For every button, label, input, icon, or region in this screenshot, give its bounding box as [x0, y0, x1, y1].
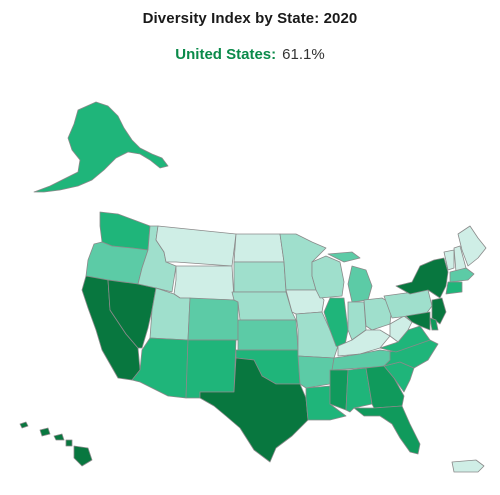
- state-fl[interactable]: [353, 405, 421, 455]
- state-nd[interactable]: [233, 233, 285, 263]
- state-sd[interactable]: [233, 261, 287, 293]
- state-nc[interactable]: [383, 339, 439, 369]
- state-md[interactable]: [405, 311, 431, 331]
- state-wy[interactable]: [173, 265, 235, 301]
- national-value: 61.1%: [282, 46, 325, 63]
- national-label: United States:: [175, 46, 277, 63]
- state-pr[interactable]: [451, 459, 485, 473]
- state-me[interactable]: [457, 225, 487, 267]
- state-mt[interactable]: [155, 225, 237, 267]
- state-ar[interactable]: [297, 355, 335, 389]
- national-summary: United States: 61.1%: [0, 46, 500, 63]
- state-de[interactable]: [429, 317, 439, 331]
- state-ak[interactable]: [33, 101, 169, 193]
- state-hi[interactable]: [19, 421, 93, 467]
- state-ny[interactable]: [395, 257, 449, 299]
- state-ma[interactable]: [449, 267, 475, 283]
- state-wi[interactable]: [311, 255, 345, 299]
- state-mo[interactable]: [295, 311, 339, 359]
- state-ne[interactable]: [231, 291, 297, 321]
- state-ks[interactable]: [237, 319, 299, 351]
- state-nj[interactable]: [431, 297, 447, 325]
- state-co[interactable]: [187, 297, 239, 341]
- state-vt[interactable]: [443, 249, 455, 271]
- state-nm[interactable]: [185, 339, 237, 399]
- page-title: Diversity Index by State: 2020: [142, 10, 358, 27]
- state-ms[interactable]: [329, 369, 349, 411]
- state-ct[interactable]: [445, 281, 463, 295]
- state-tx[interactable]: [199, 357, 309, 463]
